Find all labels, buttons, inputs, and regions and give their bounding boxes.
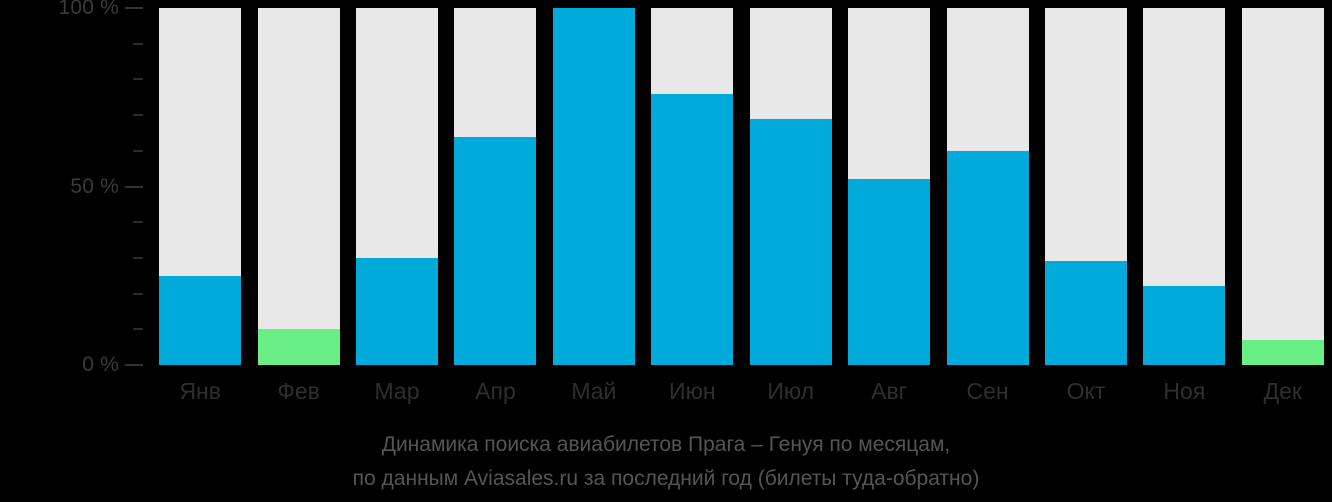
y-axis-minor-tick <box>133 292 143 295</box>
bar-column[interactable] <box>1044 8 1127 365</box>
x-axis-tick-label: Сен <box>966 378 1009 404</box>
x-axis-tick-label: Ноя <box>1163 378 1206 404</box>
bar-column[interactable] <box>552 8 635 365</box>
x-axis-tick-label: Июл <box>767 378 815 404</box>
y-axis-minor-tick <box>133 328 143 331</box>
bar-column[interactable] <box>454 8 537 365</box>
x-axis-tick-label: Июн <box>669 378 716 404</box>
y-axis-minor-tick <box>133 78 143 81</box>
caption-line-1: Динамика поиска авиабилетов Прага – Гену… <box>381 433 951 456</box>
plot-area <box>151 8 1332 365</box>
bar-fill[interactable] <box>848 179 931 365</box>
x-axis: Янв Фев Мар Апр Май Июн Июл Авг Сен Окт Ноя Дек <box>151 371 1332 415</box>
y-axis-minor-tick <box>133 114 143 117</box>
y-axis-tick-label: 50 % <box>70 174 119 198</box>
y-axis-tick-label: 100 % <box>58 0 119 19</box>
x-axis-tick-label: Май <box>571 378 617 404</box>
x-axis-tick-label: Фев <box>277 378 320 404</box>
bar-fill[interactable] <box>257 329 340 365</box>
bar-fill[interactable] <box>1143 286 1226 365</box>
x-axis-tick-label: Дек <box>1263 378 1302 404</box>
bar-column[interactable] <box>1143 8 1226 365</box>
x-axis-tick-label: Мар <box>374 378 420 404</box>
x-axis-tick-label: Авг <box>871 378 908 404</box>
bar-fill[interactable] <box>651 93 734 365</box>
bar-column[interactable] <box>159 8 242 365</box>
y-axis-major-tick <box>125 185 143 188</box>
bar-fill[interactable] <box>454 136 537 365</box>
bar-fill[interactable] <box>159 275 242 365</box>
x-axis-tick-label: Янв <box>179 378 221 404</box>
bar-fill[interactable] <box>552 8 635 365</box>
bar-column[interactable] <box>848 8 931 365</box>
x-axis-tick-label: Апр <box>475 378 516 404</box>
bar-fill[interactable] <box>749 118 832 365</box>
y-axis-minor-tick <box>133 149 143 152</box>
y-axis-major-tick <box>125 7 143 9</box>
y-axis-minor-tick <box>133 221 143 224</box>
bar-column[interactable] <box>1241 8 1324 365</box>
y-axis: 0 % 50 % 100 % <box>0 0 151 380</box>
bar-column[interactable] <box>749 8 832 365</box>
y-axis-minor-tick <box>133 256 143 259</box>
x-axis-tick-label: Окт <box>1066 378 1106 404</box>
bar-column[interactable] <box>946 8 1029 365</box>
bar-fill[interactable] <box>1044 261 1127 365</box>
y-axis-minor-tick <box>133 42 143 45</box>
y-axis-major-tick <box>125 364 143 366</box>
bar-column[interactable] <box>356 8 439 365</box>
bar-column[interactable] <box>257 8 340 365</box>
y-axis-tick-label: 0 % <box>82 353 119 376</box>
bar-track <box>257 8 340 365</box>
bar-column[interactable] <box>651 8 734 365</box>
bar-fill[interactable] <box>946 150 1029 365</box>
bar-track <box>1241 8 1324 365</box>
bar-fill[interactable] <box>1241 340 1324 365</box>
chart-caption: Динамика поиска авиабилетов Прага – Гену… <box>0 428 1332 496</box>
caption-line-2: по данным Aviasales.ru за последний год … <box>352 467 980 490</box>
bar-fill[interactable] <box>356 257 439 365</box>
